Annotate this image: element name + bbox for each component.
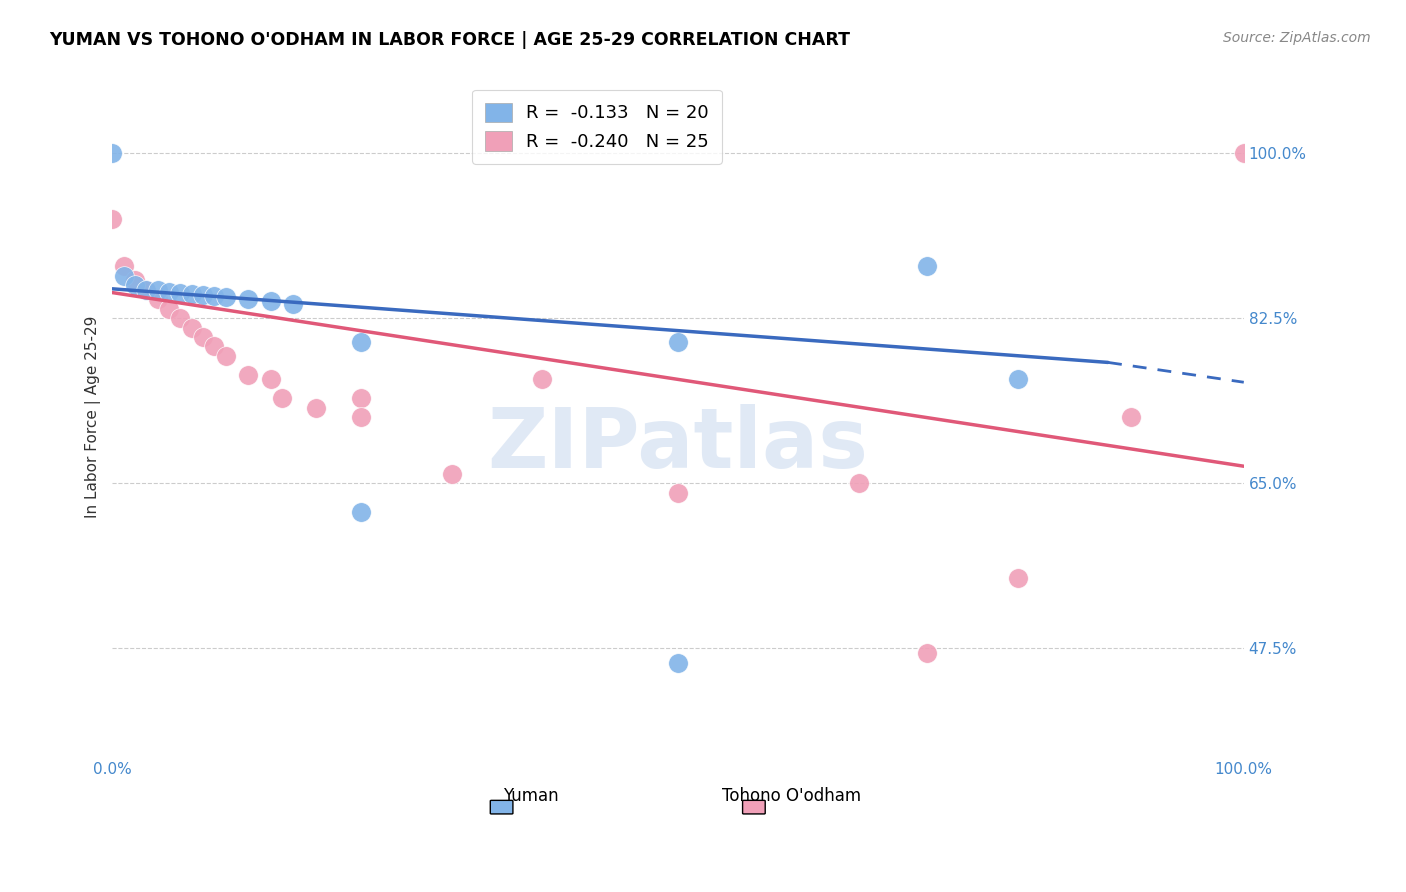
- Point: [915, 259, 938, 273]
- Point: [135, 283, 157, 297]
- Text: Yuman: Yuman: [503, 787, 558, 805]
- Point: [169, 285, 191, 300]
- Point: [666, 656, 689, 670]
- Y-axis label: In Labor Force | Age 25-29: In Labor Force | Age 25-29: [86, 316, 101, 518]
- Point: [146, 292, 169, 306]
- Point: [202, 339, 225, 353]
- Point: [180, 287, 202, 301]
- Point: [112, 259, 135, 273]
- Text: ZIPatlas: ZIPatlas: [488, 404, 869, 485]
- Point: [124, 278, 146, 293]
- FancyBboxPatch shape: [742, 800, 765, 814]
- Point: [283, 297, 305, 311]
- Point: [1007, 571, 1029, 585]
- Point: [191, 288, 214, 302]
- Point: [238, 368, 260, 382]
- Text: Source: ZipAtlas.com: Source: ZipAtlas.com: [1223, 31, 1371, 45]
- Point: [169, 311, 191, 326]
- Point: [350, 334, 373, 349]
- Point: [157, 301, 180, 316]
- Point: [271, 392, 294, 406]
- Point: [1007, 372, 1029, 386]
- Point: [180, 320, 202, 334]
- Point: [191, 330, 214, 344]
- Point: [124, 273, 146, 287]
- Point: [666, 334, 689, 349]
- Point: [915, 646, 938, 660]
- Point: [440, 467, 463, 481]
- Point: [350, 504, 373, 518]
- Point: [101, 212, 124, 227]
- Point: [531, 372, 554, 386]
- Legend: R =  -0.133   N = 20, R =  -0.240   N = 25: R = -0.133 N = 20, R = -0.240 N = 25: [472, 90, 721, 164]
- Point: [305, 401, 328, 415]
- Point: [1119, 410, 1142, 425]
- Point: [350, 392, 373, 406]
- Point: [260, 372, 283, 386]
- Point: [214, 290, 236, 304]
- Point: [157, 285, 180, 299]
- Point: [350, 410, 373, 425]
- Point: [214, 349, 236, 363]
- Point: [666, 485, 689, 500]
- Point: [238, 292, 260, 306]
- Point: [1233, 145, 1256, 160]
- Text: Tohono O'odham: Tohono O'odham: [721, 787, 860, 805]
- Point: [101, 145, 124, 160]
- Text: YUMAN VS TOHONO O'ODHAM IN LABOR FORCE | AGE 25-29 CORRELATION CHART: YUMAN VS TOHONO O'ODHAM IN LABOR FORCE |…: [49, 31, 851, 49]
- Point: [112, 268, 135, 283]
- Point: [260, 294, 283, 309]
- Point: [202, 289, 225, 303]
- Point: [146, 283, 169, 297]
- FancyBboxPatch shape: [491, 800, 513, 814]
- Point: [135, 283, 157, 297]
- Point: [848, 476, 870, 491]
